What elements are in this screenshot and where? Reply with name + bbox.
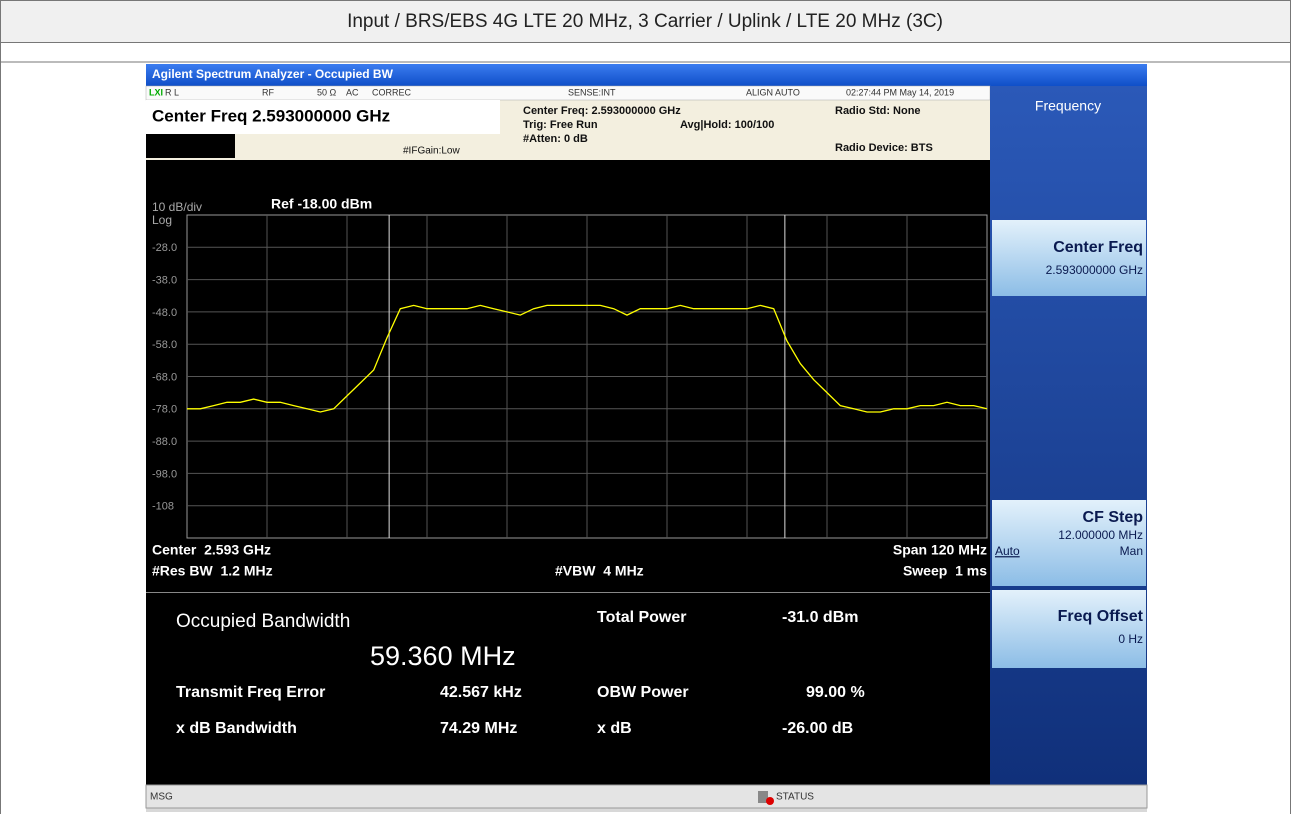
result-value: 42.567 kHz (440, 684, 522, 701)
status-item: 50 Ω (317, 87, 337, 97)
y-tick-label: -98.0 (152, 468, 177, 480)
result-label: Total Power (597, 609, 687, 626)
status-icon (766, 797, 774, 805)
window-title: Agilent Spectrum Analyzer - Occupied BW (152, 67, 394, 81)
footer-text: Span 120 MHz (893, 542, 987, 558)
result-label: Transmit Freq Error (176, 684, 325, 701)
softkey[interactable] (992, 590, 1146, 668)
status-item: SENSE:INT (568, 87, 616, 97)
ref-level: Ref -18.00 dBm (271, 196, 372, 212)
status-icon (758, 791, 768, 803)
status-item: CORREC (372, 87, 412, 97)
footer-text: Center 2.593 GHz (152, 542, 271, 558)
lxi: LXI (149, 87, 163, 97)
y-tick-label: -88.0 (152, 436, 177, 448)
status-text: Radio Std: None (835, 105, 921, 117)
header-title: Input / BRS/EBS 4G LTE 20 MHz, 3 Carrier… (347, 11, 943, 32)
status-text: Trig: Free Run (523, 119, 598, 131)
softkey-panel (990, 86, 1147, 785)
status-item: ALIGN AUTO (746, 87, 800, 97)
result-label: x dB Bandwidth (176, 720, 297, 737)
black-box (146, 134, 235, 158)
log: Log (152, 213, 172, 227)
softkey-option: Auto (995, 544, 1020, 558)
center-box (146, 100, 500, 134)
status-text: Center Freq: 2.593000000 GHz (523, 105, 681, 117)
msg: MSG (150, 792, 173, 803)
y-tick-label: -38.0 (152, 275, 177, 287)
status-item: 02:27:44 PM May 14, 2019 (846, 87, 954, 97)
status-item: RF (262, 87, 274, 97)
scale: 10 dB/div (152, 200, 202, 214)
header-band (0, 0, 1291, 43)
softkey-label: CF Step (1083, 509, 1144, 526)
status-text: Avg|Hold: 100/100 (680, 119, 774, 131)
result-value: 74.29 MHz (440, 720, 517, 737)
result-label: x dB (597, 720, 632, 737)
status-item: R L (165, 87, 179, 97)
center-freq: Center Freq 2.593000000 GHz (152, 106, 390, 125)
title-bar (146, 64, 1147, 86)
result-value: -31.0 dBm (782, 609, 858, 626)
footer-text: #Res BW 1.2 MHz (152, 563, 273, 579)
results-area (146, 593, 990, 785)
softkey-value: 12.000000 MHz (1058, 528, 1143, 542)
plot: -28.0 -38.0 -48.0 -58.0 -68.0 -78.0 -88.0 -98.0… (152, 214, 988, 539)
softkey[interactable] (992, 500, 1146, 586)
result-value: -26.00 dB (782, 720, 853, 737)
y-tick-label: -28.0 (152, 242, 177, 254)
y-tick-label: -78.0 (152, 404, 177, 416)
status-text: #Atten: 0 dB (523, 133, 588, 145)
y-tick-label: -58.0 (152, 339, 177, 351)
softkey-label: Center Freq (1053, 239, 1143, 256)
result-label: OBW Power (597, 684, 689, 701)
softkey[interactable] (992, 220, 1146, 296)
result-value: 99.00 % (806, 684, 865, 701)
softkey-value: 0 Hz (1118, 632, 1143, 646)
footer-text: #VBW 4 MHz (555, 563, 644, 579)
trace (187, 304, 988, 413)
message-bar (145, 784, 1148, 809)
softkey-option: Man (1120, 544, 1143, 558)
status-text: Radio Device: BTS (835, 142, 933, 154)
menu-title: Frequency (1035, 98, 1101, 114)
status-item: AC (346, 87, 359, 97)
y-tick-label: -48.0 (152, 307, 177, 319)
y-tick-label: -108 (152, 501, 174, 513)
softkey-value: 2.593000000 GHz (1046, 263, 1143, 277)
y-tick-label: -68.0 (152, 371, 177, 383)
result-label: Occupied Bandwidth (176, 611, 350, 632)
status-label: STATUS (776, 792, 814, 803)
footer-text: Sweep 1 ms (903, 563, 987, 579)
ifgain: #IFGain:Low (403, 146, 460, 157)
softkey-label: Freq Offset (1058, 608, 1144, 625)
result-value: 59.360 MHz (370, 641, 516, 671)
